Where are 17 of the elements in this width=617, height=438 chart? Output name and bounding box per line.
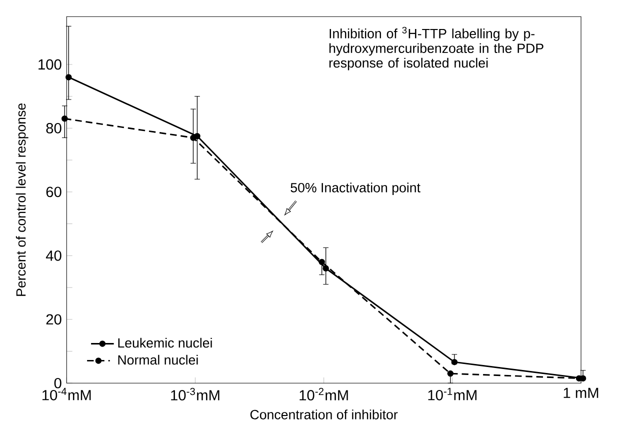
annotation: Inhibition of $^{3}$H-TTP labelling by p-hydroxymercuribenzoate in the PDP response of isolated nuclei [329, 26, 544, 70]
y-tick-label: 40 [46, 250, 62, 261]
y-tick-label: 60 [46, 186, 62, 198]
x-axis-title: Concentration of inhibitor [250, 410, 398, 420]
x-tick-label: 1 mM [564, 388, 598, 398]
legend-label: Normal nuclei [118, 354, 198, 365]
x-tick-label: 10$^{-2}$mM [300, 388, 348, 401]
x-tick-label: 10$^{-3}$mM [171, 388, 220, 401]
annotation: 50% Inactivation point [290, 182, 420, 196]
y-tick-label: 20 [46, 314, 62, 325]
x-tick-label: 10$^{-1}$mM [428, 388, 476, 400]
y-tick-label: 80 [46, 123, 62, 134]
y-axis-title: Percent of control level response [16, 104, 28, 296]
y-tick-label: 0 [54, 378, 62, 388]
legend-label: Leukemic nuclei [118, 338, 212, 348]
y-tick-label: 100 [38, 59, 62, 70]
x-tick-label: 10$^{-4}$mM [42, 388, 91, 400]
